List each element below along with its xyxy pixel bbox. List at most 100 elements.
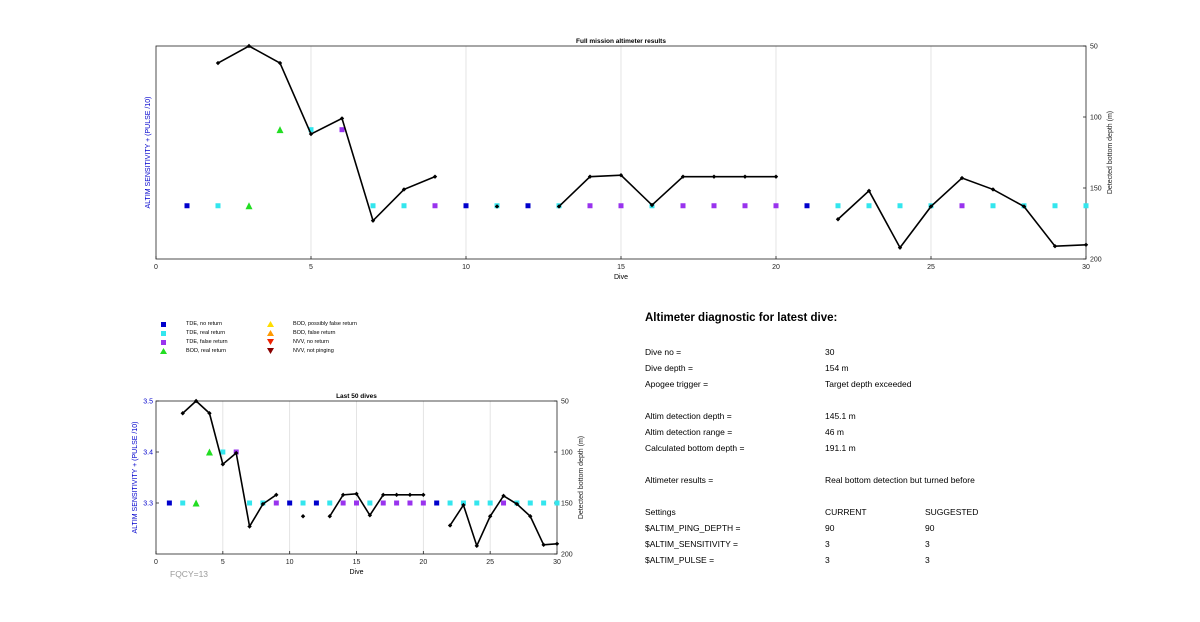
marker-square <box>434 500 440 506</box>
marker-square <box>340 500 346 506</box>
legend-label: NVV, no return <box>293 339 329 345</box>
legend-label: NVV, not pinging <box>293 348 334 354</box>
marker-square <box>180 500 186 506</box>
marker-square <box>990 203 996 209</box>
x-tick-label: 25 <box>927 264 935 271</box>
marker-square <box>420 500 426 506</box>
marker-square <box>618 203 624 209</box>
depth-point <box>773 174 779 179</box>
diag-value: Real bottom detection but turned before <box>825 475 975 485</box>
settings-header-current: CURRENT <box>825 507 867 517</box>
y-tick-label: 3.4 <box>143 450 153 457</box>
depth-point <box>554 541 560 546</box>
depth-point <box>487 514 493 519</box>
marker-square <box>287 500 293 506</box>
diag-value: 191.1 m <box>825 443 856 453</box>
setting-suggested: 3 <box>925 555 930 565</box>
legend-marker-bod-false-return <box>267 330 274 336</box>
marker-square <box>474 500 480 506</box>
diag-value: 154 m <box>825 363 849 373</box>
depth-point <box>180 411 185 416</box>
y-tick-label: 3.5 <box>143 399 153 406</box>
legend-label: BOD, false return <box>293 330 336 336</box>
depth-line <box>558 174 776 208</box>
legend-marker-bod-possibly-false <box>267 321 274 327</box>
legend-label: TDE, false return <box>186 339 228 345</box>
depth-point <box>370 218 376 223</box>
legend-marker-bod-real-return <box>160 348 167 354</box>
depth-point <box>381 492 386 498</box>
marker-square <box>587 203 593 209</box>
x-tick-label: 5 <box>309 264 313 271</box>
diag-label: Altim detection depth = <box>645 411 732 421</box>
x-tick-label: 5 <box>221 559 225 566</box>
x-axis-label: Dive <box>614 274 628 281</box>
marker-square <box>773 203 779 209</box>
depth-point <box>220 462 226 467</box>
marker-square <box>273 500 279 506</box>
depth-point <box>354 491 359 497</box>
depth-line <box>837 177 1087 250</box>
setting-label: $ALTIM_SENSITIVITY = <box>645 539 738 549</box>
depth-point <box>1083 242 1089 247</box>
depth-line <box>329 492 424 517</box>
depth-line <box>182 399 277 529</box>
marker-square <box>300 500 306 506</box>
depth-point <box>339 116 345 121</box>
depth-point <box>260 501 266 507</box>
diag-label: Dive depth = <box>645 363 693 373</box>
x-tick-label: 15 <box>353 559 361 566</box>
depth-point <box>680 174 686 179</box>
marker-square <box>711 203 717 209</box>
marker-square <box>487 500 493 506</box>
y2-tick-label: 150 <box>561 501 573 508</box>
marker-square <box>680 203 686 209</box>
chart-title: Last 50 dives <box>336 393 377 400</box>
marker-square <box>554 500 560 506</box>
marker-square <box>370 203 376 209</box>
depth-point <box>742 174 748 179</box>
depth-point <box>587 174 593 179</box>
depth-point <box>274 492 279 498</box>
depth-point <box>340 492 346 498</box>
depth-point <box>247 524 252 529</box>
depth-point <box>556 204 562 209</box>
marker-square <box>541 500 547 506</box>
diag-label: Dive no = <box>645 347 682 357</box>
depth-point <box>711 174 717 179</box>
marker-square <box>407 500 413 506</box>
x-tick-label: 10 <box>462 264 470 271</box>
fqcy-readout: FQCY=13 <box>170 569 209 579</box>
marker-square <box>394 500 400 506</box>
legend-label: TDE, no return <box>186 321 223 327</box>
legend-marker-tde-real-return <box>161 331 166 336</box>
y2-tick-label: 200 <box>1090 257 1102 264</box>
depth-point <box>541 542 546 548</box>
marker-square <box>184 203 190 209</box>
marker-square <box>525 203 531 209</box>
y2-tick-label: 100 <box>1090 115 1102 122</box>
depth-point <box>1052 244 1058 249</box>
depth-point <box>246 43 252 49</box>
marker-square <box>463 203 469 209</box>
depth-point <box>618 173 624 178</box>
depth-point <box>990 187 996 192</box>
setting-suggested: 90 <box>925 523 935 533</box>
depth-point <box>407 492 413 498</box>
y2-tick-label: 50 <box>1090 44 1098 51</box>
depth-point <box>447 523 453 528</box>
depth-point <box>1021 204 1027 209</box>
depth-point <box>501 493 506 499</box>
legend-marker-nvv-not-pinging <box>267 348 274 354</box>
x-axis-label: Dive <box>349 569 363 576</box>
settings-header-suggested: SUGGESTED <box>925 507 979 517</box>
marker-square <box>897 203 903 209</box>
y2-tick-label: 100 <box>561 450 573 457</box>
marker-triangle <box>192 499 200 507</box>
marker-square <box>835 203 841 209</box>
y2-axis-label: Detected bottom depth (m) <box>1107 111 1114 194</box>
marker-square <box>959 203 965 209</box>
marker-square <box>401 203 407 209</box>
depth-point <box>835 217 841 222</box>
